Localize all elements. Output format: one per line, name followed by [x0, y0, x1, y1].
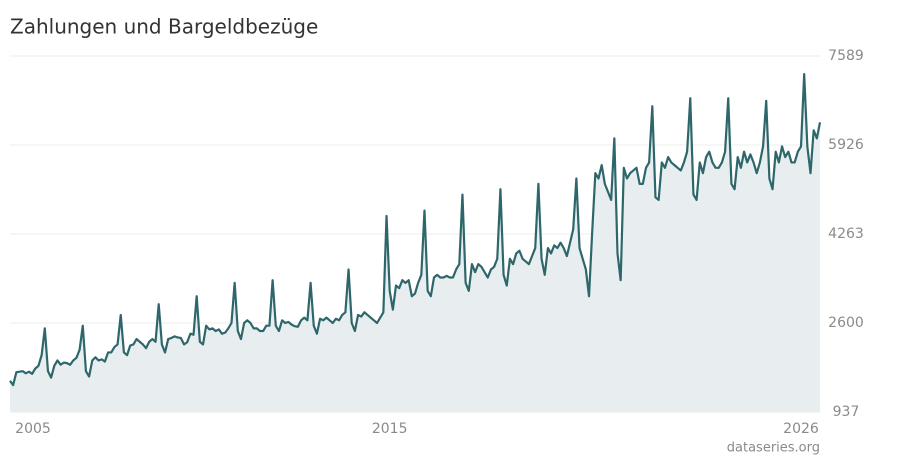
area	[10, 74, 820, 412]
x-tick-label: 2015	[372, 421, 408, 437]
line	[9, 73, 822, 387]
y-tick-label: 937	[833, 404, 860, 420]
chart-title: Zahlungen und Bargeldbezüge	[10, 15, 318, 39]
y-tick-label: 4263	[828, 226, 864, 242]
y-tick-label: 7589	[828, 48, 864, 64]
y-tick-label: 5926	[828, 137, 864, 153]
x-tick-label: 2026	[783, 421, 819, 437]
source-label: dataseries.org	[727, 441, 820, 456]
y-tick-label: 2600	[828, 315, 864, 331]
x-tick-label: 2005	[15, 421, 51, 437]
